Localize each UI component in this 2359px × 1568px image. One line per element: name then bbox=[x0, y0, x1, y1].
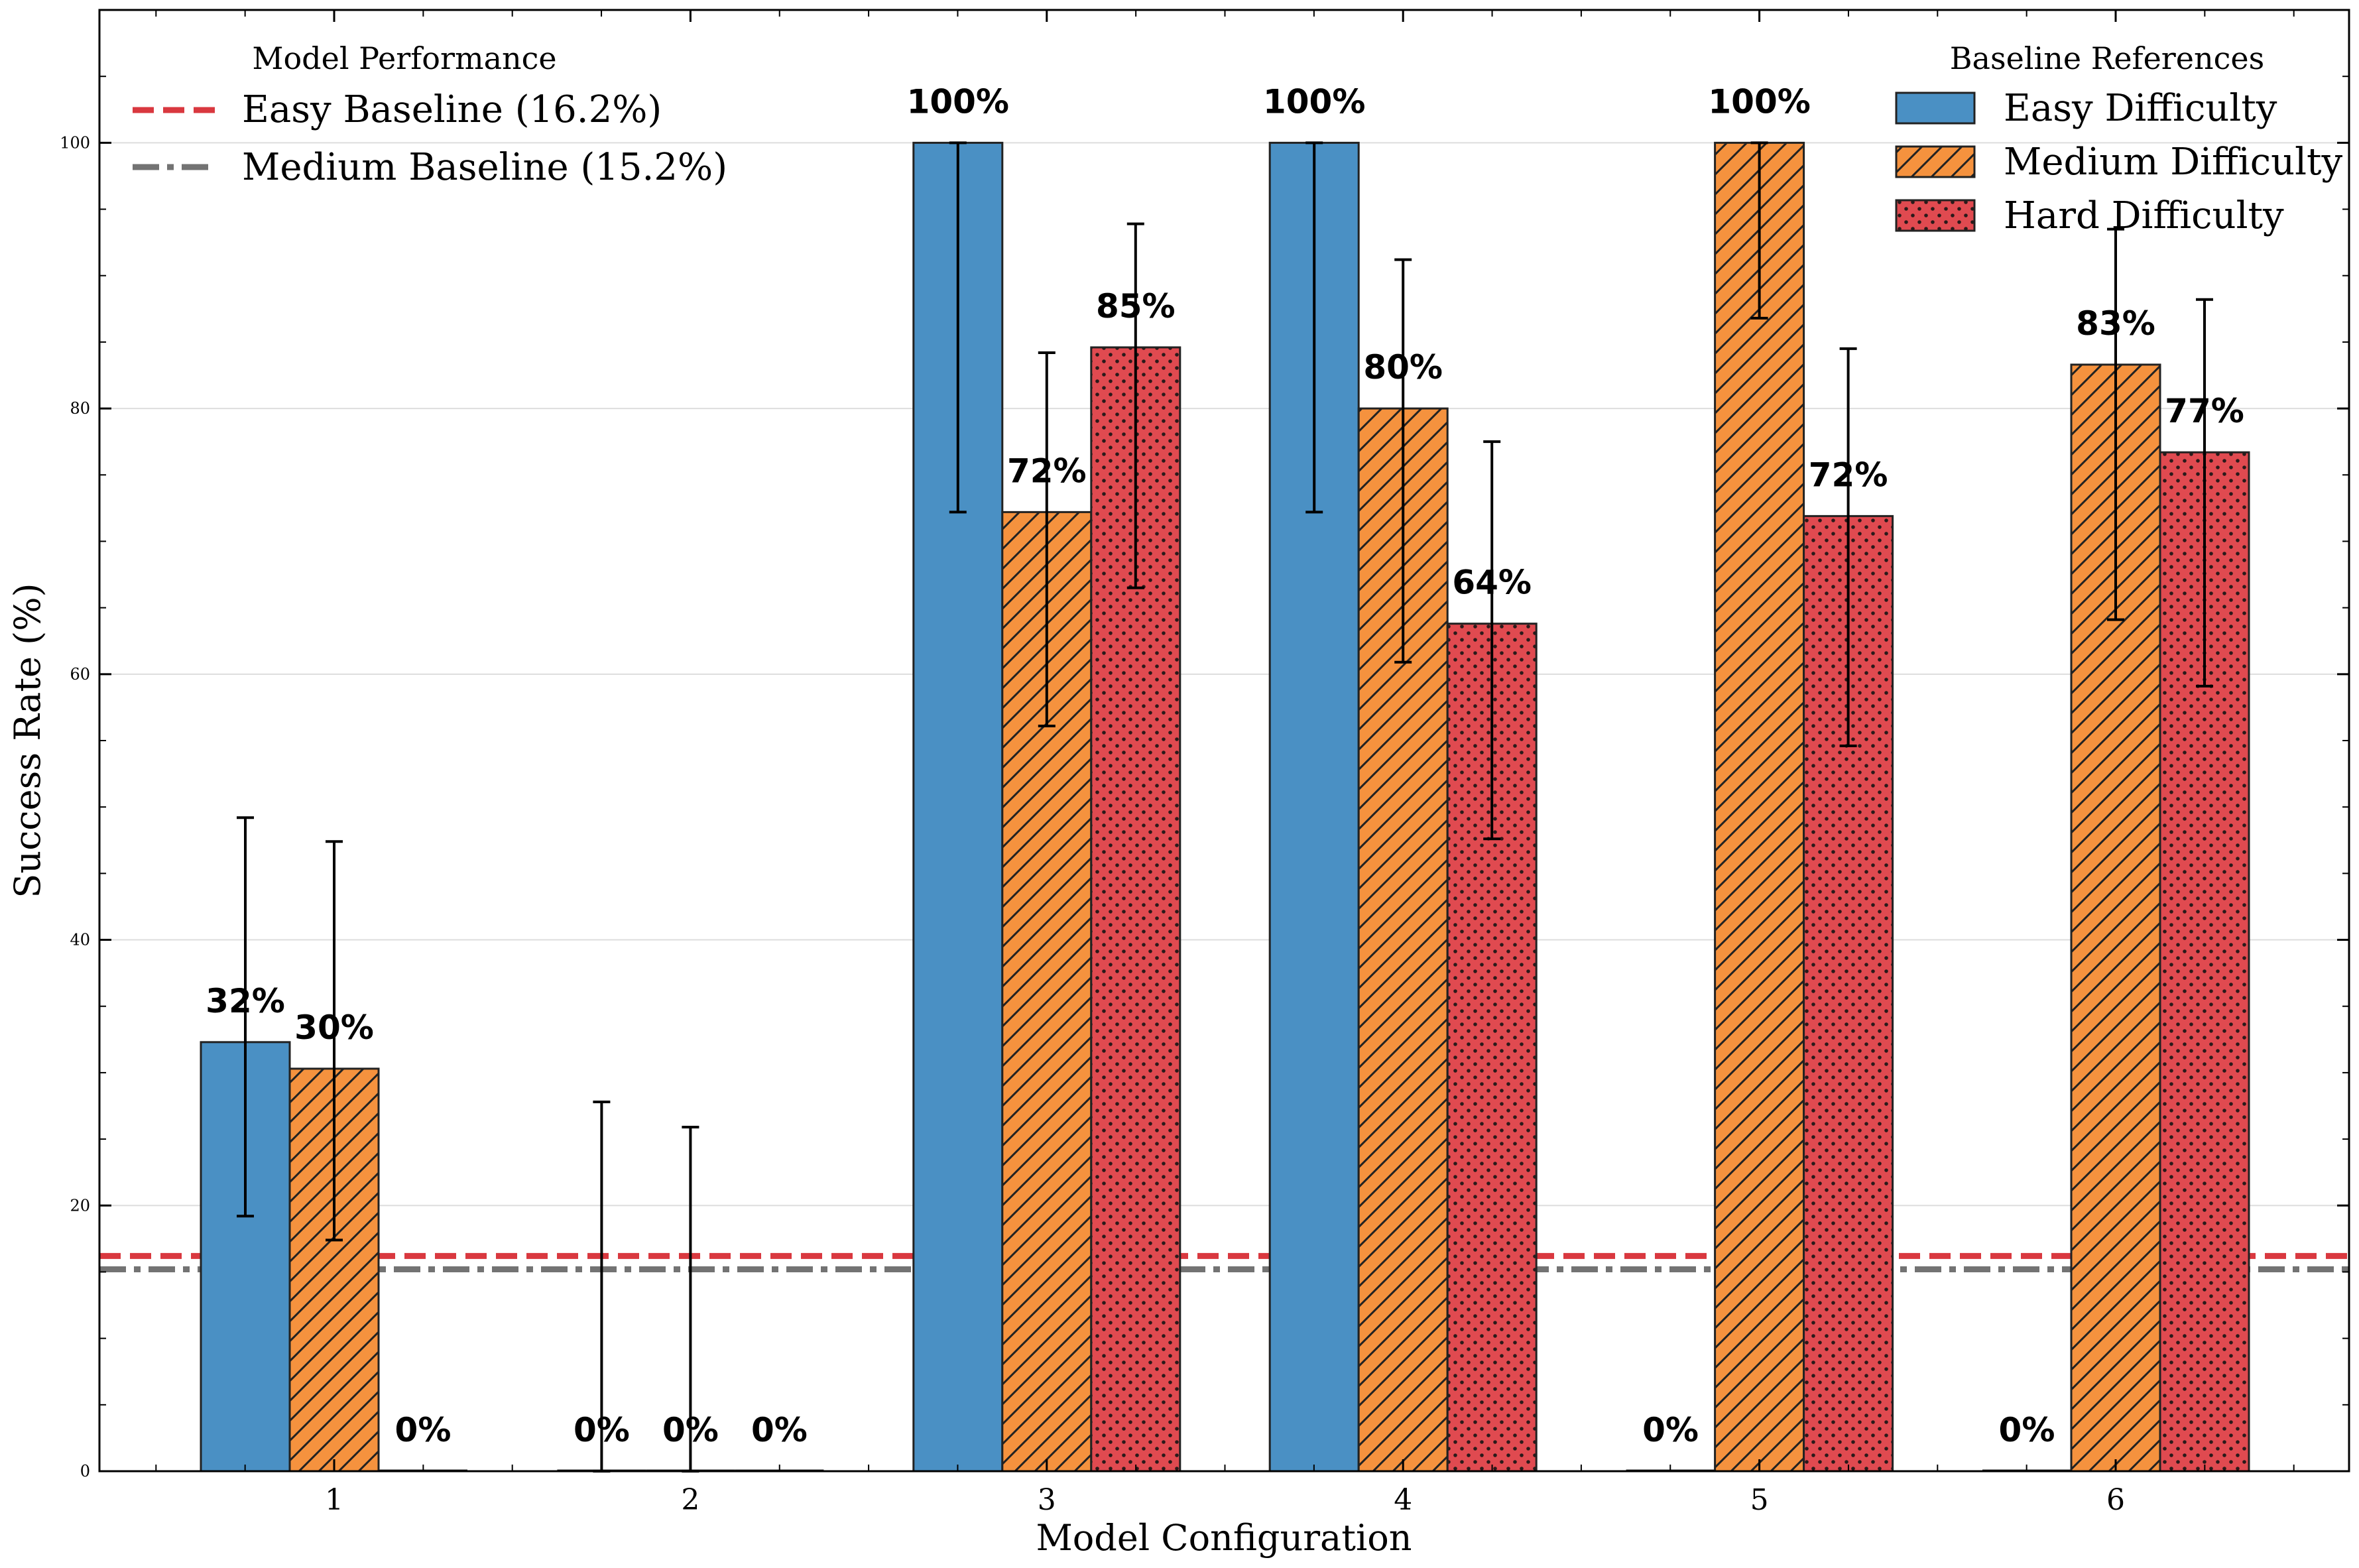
value-label-medium-difficulty-config-5: 100% bbox=[1708, 82, 1810, 121]
value-label-medium-difficulty-config-2: 0% bbox=[662, 1411, 719, 1449]
y-tick-label-80: 80 bbox=[70, 399, 90, 418]
legend-medium-baseline-label: Medium Baseline (15.2%) bbox=[242, 146, 727, 189]
y-tick-label-60: 60 bbox=[70, 665, 90, 684]
x-tick-label-4: 4 bbox=[1394, 1483, 1412, 1517]
x-tick-label-3: 3 bbox=[1038, 1483, 1056, 1517]
error-bars bbox=[237, 141, 2213, 1473]
value-label-hard-difficulty-config-1: 0% bbox=[395, 1411, 452, 1449]
value-label-hard-difficulty-config-4: 64% bbox=[1452, 564, 1532, 602]
bar-labels: 32% 0% 100% 100% 0% 0% 30% 0% 72% 80% 100% 83% 0% 0% 8… bbox=[206, 82, 2244, 1449]
y-tick-label-100: 100 bbox=[60, 133, 90, 152]
grid-lines bbox=[99, 142, 2349, 1207]
legend-easy-baseline-label: Easy Baseline (16.2%) bbox=[242, 88, 662, 131]
legend-medium-swatch bbox=[1895, 145, 1976, 178]
y-tick-label-0: 0 bbox=[80, 1462, 90, 1480]
x-tick-label-6: 6 bbox=[2106, 1483, 2125, 1517]
legend-hard-label: Hard Difficulty bbox=[2004, 194, 2284, 237]
value-label-hard-difficulty-config-6: 77% bbox=[2165, 392, 2244, 430]
legend-hard-swatch bbox=[1895, 199, 1976, 232]
value-label-hard-difficulty-config-5: 72% bbox=[1809, 455, 1888, 494]
legend-medium-label: Medium Difficulty bbox=[2004, 141, 2343, 184]
baseline-lines bbox=[99, 1252, 2349, 1272]
x-tick-label-1: 1 bbox=[325, 1483, 343, 1517]
value-label-medium-difficulty-config-3: 72% bbox=[1007, 452, 1087, 490]
value-label-easy-difficulty-config-6: 0% bbox=[1999, 1411, 2055, 1449]
legend-left: Model Performance Easy Baseline (16.2%) … bbox=[133, 40, 727, 189]
value-label-medium-difficulty-config-1: 30% bbox=[294, 1008, 374, 1047]
value-label-hard-difficulty-config-2: 0% bbox=[751, 1411, 808, 1449]
value-label-medium-difficulty-config-4: 80% bbox=[1363, 348, 1443, 387]
x-tick-label-5: 5 bbox=[1750, 1483, 1769, 1517]
value-label-easy-difficulty-config-4: 100% bbox=[1263, 82, 1365, 121]
legend-easy-label: Easy Difficulty bbox=[2004, 87, 2277, 130]
y-tick-label-40: 40 bbox=[70, 931, 90, 949]
legend-easy-swatch bbox=[1895, 91, 1976, 125]
legend-left-title: Model Performance bbox=[252, 40, 556, 76]
legend-right-title: Baseline References bbox=[1950, 40, 2265, 76]
value-label-easy-difficulty-config-1: 32% bbox=[206, 982, 285, 1020]
axis-ticks: 0 20 40 60 80 100 1 2 3 4 5 6 bbox=[60, 10, 2349, 1517]
legend-right: Baseline References Easy Difficulty Medi… bbox=[1895, 40, 2343, 237]
y-axis-label: Success Rate (%) bbox=[7, 583, 48, 898]
value-label-hard-difficulty-config-3: 85% bbox=[1096, 287, 1176, 326]
bar-medium-difficulty-config-5 bbox=[1714, 141, 1805, 1473]
value-label-easy-difficulty-config-2: 0% bbox=[574, 1411, 630, 1449]
y-tick-label-20: 20 bbox=[70, 1196, 90, 1215]
value-label-easy-difficulty-config-3: 100% bbox=[907, 82, 1009, 121]
x-tick-label-2: 2 bbox=[681, 1483, 699, 1517]
value-label-easy-difficulty-config-5: 0% bbox=[1642, 1411, 1699, 1449]
x-axis-label: Model Configuration bbox=[1036, 1517, 1412, 1559]
value-label-medium-difficulty-config-6: 83% bbox=[2076, 304, 2155, 343]
